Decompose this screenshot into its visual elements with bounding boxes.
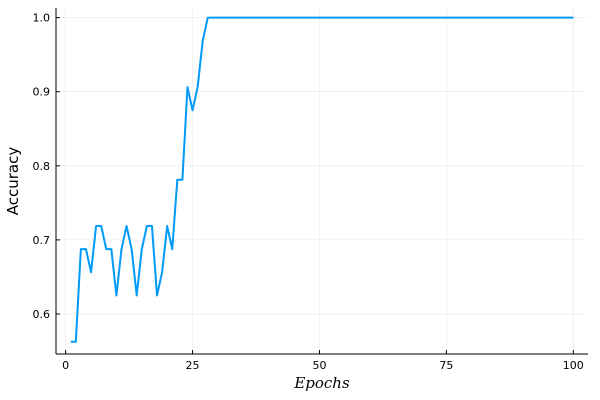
y-tick-label: 0.6 <box>33 308 51 321</box>
series-line <box>70 16 574 343</box>
y-tick-label: 0.8 <box>33 160 51 173</box>
y-tick-label: 0.9 <box>33 86 51 99</box>
grid <box>56 8 588 354</box>
y-tick-label: 0.7 <box>33 234 51 247</box>
x-tick-label: 50 <box>312 359 326 372</box>
axes <box>55 8 588 355</box>
ticks: 0 25 50 75 100 0.6 0.7 0.8 0.9 1.0 <box>33 12 584 372</box>
y-tick-label: 1.0 <box>33 12 51 25</box>
series <box>70 16 574 343</box>
y-axis-title: Accuracy <box>4 147 22 216</box>
x-tick-label: 25 <box>186 359 200 372</box>
x-tick-label: 100 <box>563 359 584 372</box>
x-axis-title: Epochs <box>293 374 350 392</box>
x-tick-label: 0 <box>62 359 69 372</box>
x-tick-label: 75 <box>439 359 453 372</box>
